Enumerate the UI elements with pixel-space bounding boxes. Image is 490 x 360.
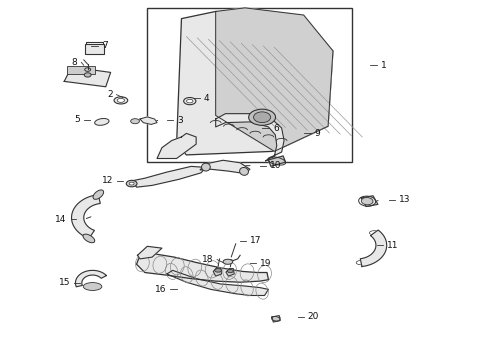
Ellipse shape <box>93 190 103 199</box>
Polygon shape <box>269 156 286 166</box>
Ellipse shape <box>85 68 91 71</box>
Ellipse shape <box>215 269 221 272</box>
Ellipse shape <box>201 163 210 171</box>
Polygon shape <box>360 230 387 266</box>
Ellipse shape <box>83 283 102 291</box>
Text: 20: 20 <box>308 312 319 321</box>
Text: 10: 10 <box>270 161 281 170</box>
Text: 8: 8 <box>72 58 77 67</box>
Polygon shape <box>213 268 221 276</box>
Ellipse shape <box>361 198 373 205</box>
Polygon shape <box>361 196 378 207</box>
Text: 7: 7 <box>102 41 108 50</box>
Polygon shape <box>272 316 280 322</box>
Bar <box>85 44 104 54</box>
Text: 13: 13 <box>399 195 411 204</box>
Ellipse shape <box>184 98 196 105</box>
Ellipse shape <box>114 97 128 104</box>
Polygon shape <box>176 12 333 155</box>
Ellipse shape <box>223 259 233 264</box>
Text: 4: 4 <box>204 94 210 103</box>
Polygon shape <box>216 114 284 161</box>
Polygon shape <box>140 117 157 125</box>
Polygon shape <box>64 67 111 87</box>
Text: 11: 11 <box>387 241 399 250</box>
Bar <box>67 66 95 74</box>
Text: 17: 17 <box>250 237 261 246</box>
Ellipse shape <box>95 118 109 125</box>
Text: 15: 15 <box>59 278 70 287</box>
Text: 6: 6 <box>273 123 279 132</box>
Text: 12: 12 <box>102 176 113 185</box>
Polygon shape <box>226 269 234 276</box>
Ellipse shape <box>83 234 95 243</box>
Polygon shape <box>216 8 333 151</box>
Ellipse shape <box>240 167 248 175</box>
Polygon shape <box>75 270 106 287</box>
Text: 9: 9 <box>315 129 320 138</box>
Text: 3: 3 <box>177 116 183 125</box>
Ellipse shape <box>131 119 140 124</box>
Ellipse shape <box>248 109 275 125</box>
Ellipse shape <box>126 180 137 187</box>
Text: 14: 14 <box>55 215 67 224</box>
Ellipse shape <box>129 182 134 185</box>
Text: 1: 1 <box>381 61 387 70</box>
Polygon shape <box>157 134 196 158</box>
Bar <box>147 8 352 162</box>
Polygon shape <box>72 195 100 238</box>
Ellipse shape <box>84 73 91 77</box>
Ellipse shape <box>117 98 124 102</box>
Ellipse shape <box>227 270 233 273</box>
Text: 16: 16 <box>155 285 166 294</box>
Text: 19: 19 <box>260 259 271 268</box>
Polygon shape <box>137 253 269 282</box>
Polygon shape <box>133 166 206 187</box>
Text: 18: 18 <box>202 255 213 264</box>
Polygon shape <box>138 246 162 259</box>
Text: 5: 5 <box>74 115 80 124</box>
Polygon shape <box>200 160 250 174</box>
Text: 2: 2 <box>107 90 113 99</box>
Polygon shape <box>167 270 269 296</box>
Ellipse shape <box>187 99 193 103</box>
Ellipse shape <box>253 112 270 123</box>
